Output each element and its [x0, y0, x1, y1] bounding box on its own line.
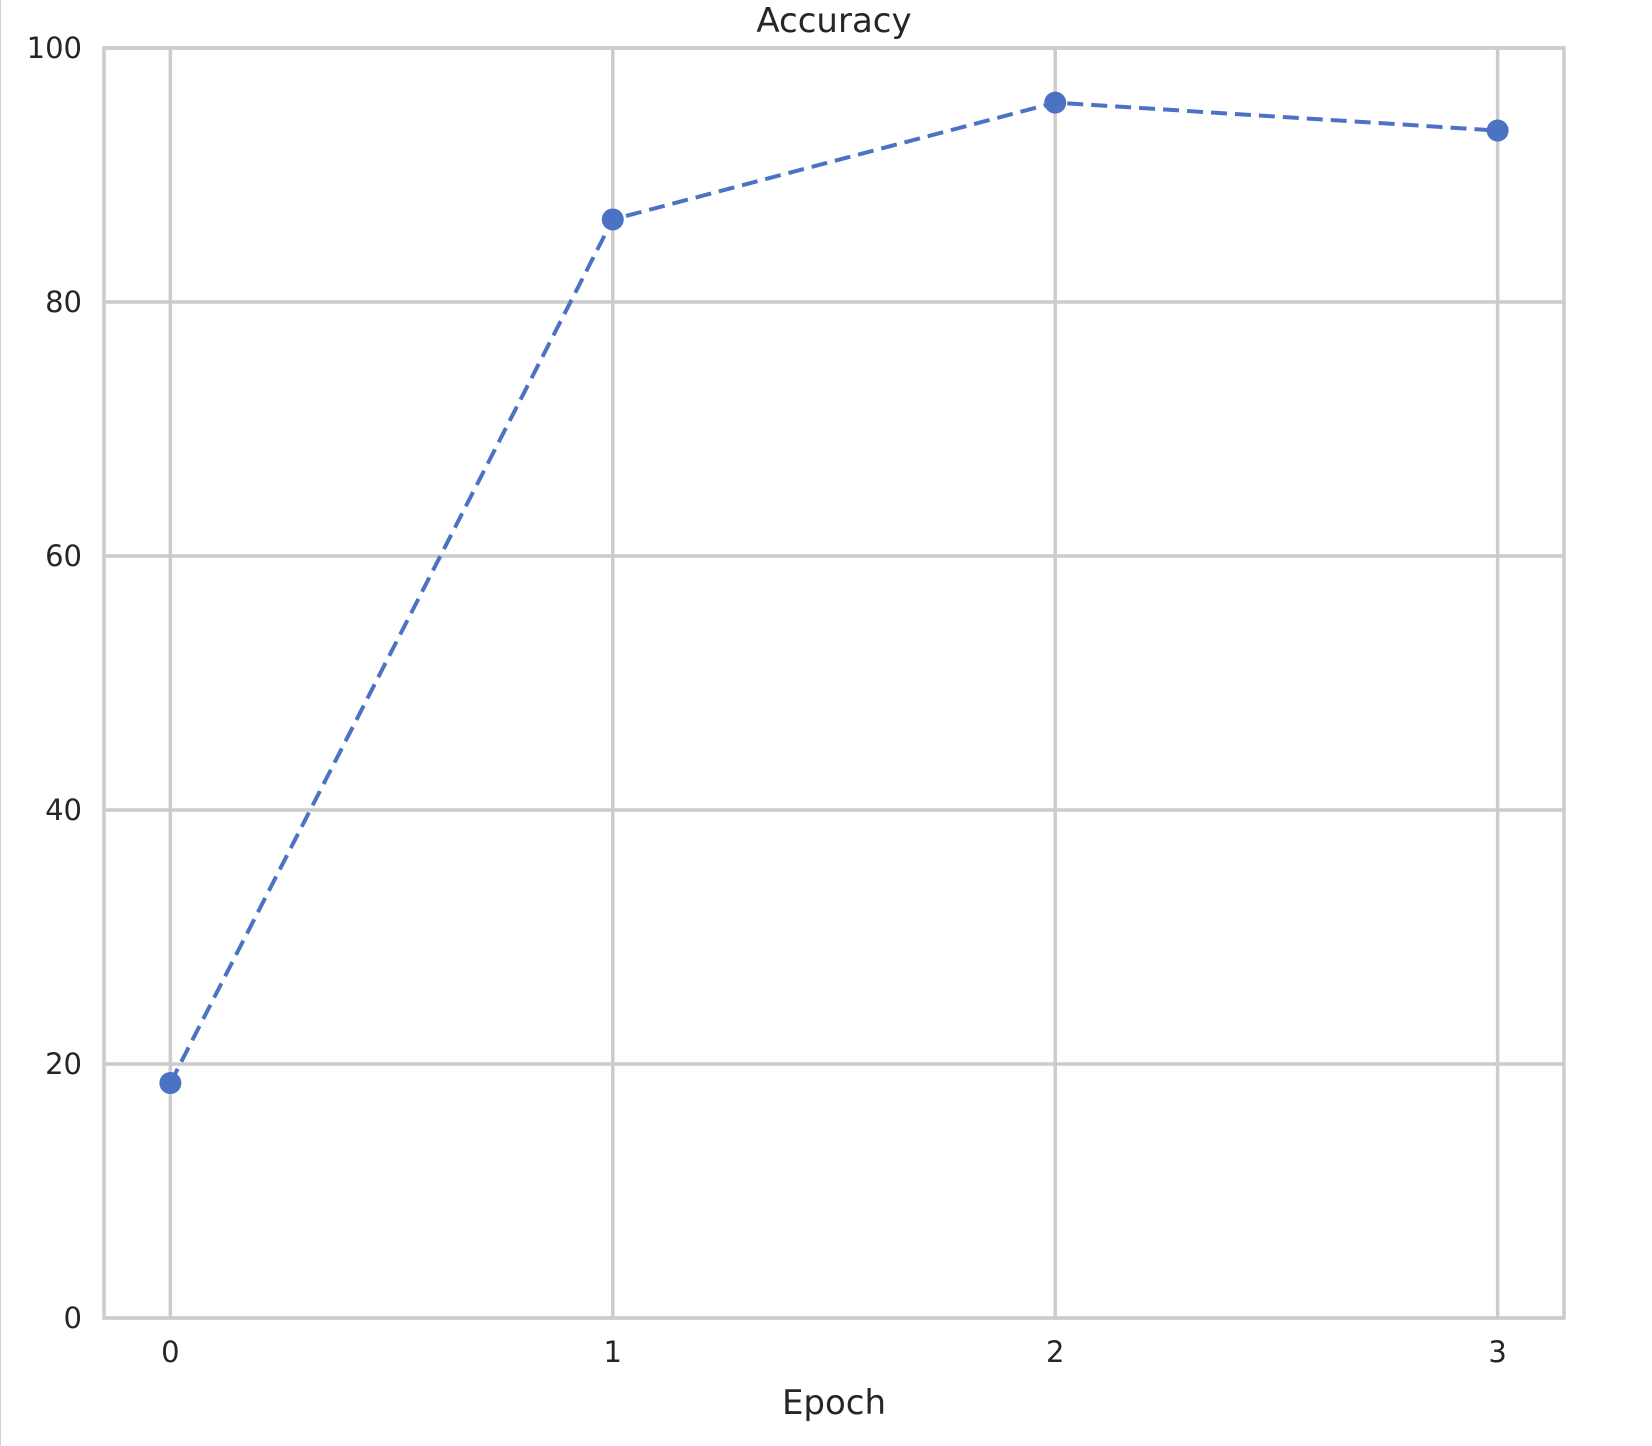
x-tick-label: 3: [1488, 1335, 1506, 1369]
data-point: [159, 1072, 182, 1095]
data-point: [1486, 119, 1509, 142]
chart-title: Accuracy: [756, 1, 911, 41]
x-tick-labels: 0 1 2 3: [161, 1335, 1507, 1369]
x-tick-label: 0: [161, 1335, 179, 1369]
data-point: [1044, 91, 1067, 114]
y-tick-label: 40: [45, 793, 82, 827]
series-line: [168, 100, 1498, 1084]
x-axis-title: Epoch: [782, 1383, 886, 1423]
y-tick-label: 60: [45, 539, 82, 573]
x-tick-label: 1: [604, 1335, 622, 1369]
y-tick-label: 80: [45, 285, 82, 319]
y-tick-label: 100: [27, 31, 82, 65]
series-layer: [159, 91, 1509, 1095]
y-tick-labels: 0 20 40 60 80 100: [27, 31, 82, 1335]
y-tick-label: 0: [64, 1301, 82, 1335]
x-tick-label: 2: [1046, 1335, 1064, 1369]
grid-lines: [104, 46, 1564, 1320]
data-point: [601, 208, 624, 231]
y-tick-label: 20: [45, 1047, 82, 1081]
axes-frame: [102, 46, 1566, 1320]
